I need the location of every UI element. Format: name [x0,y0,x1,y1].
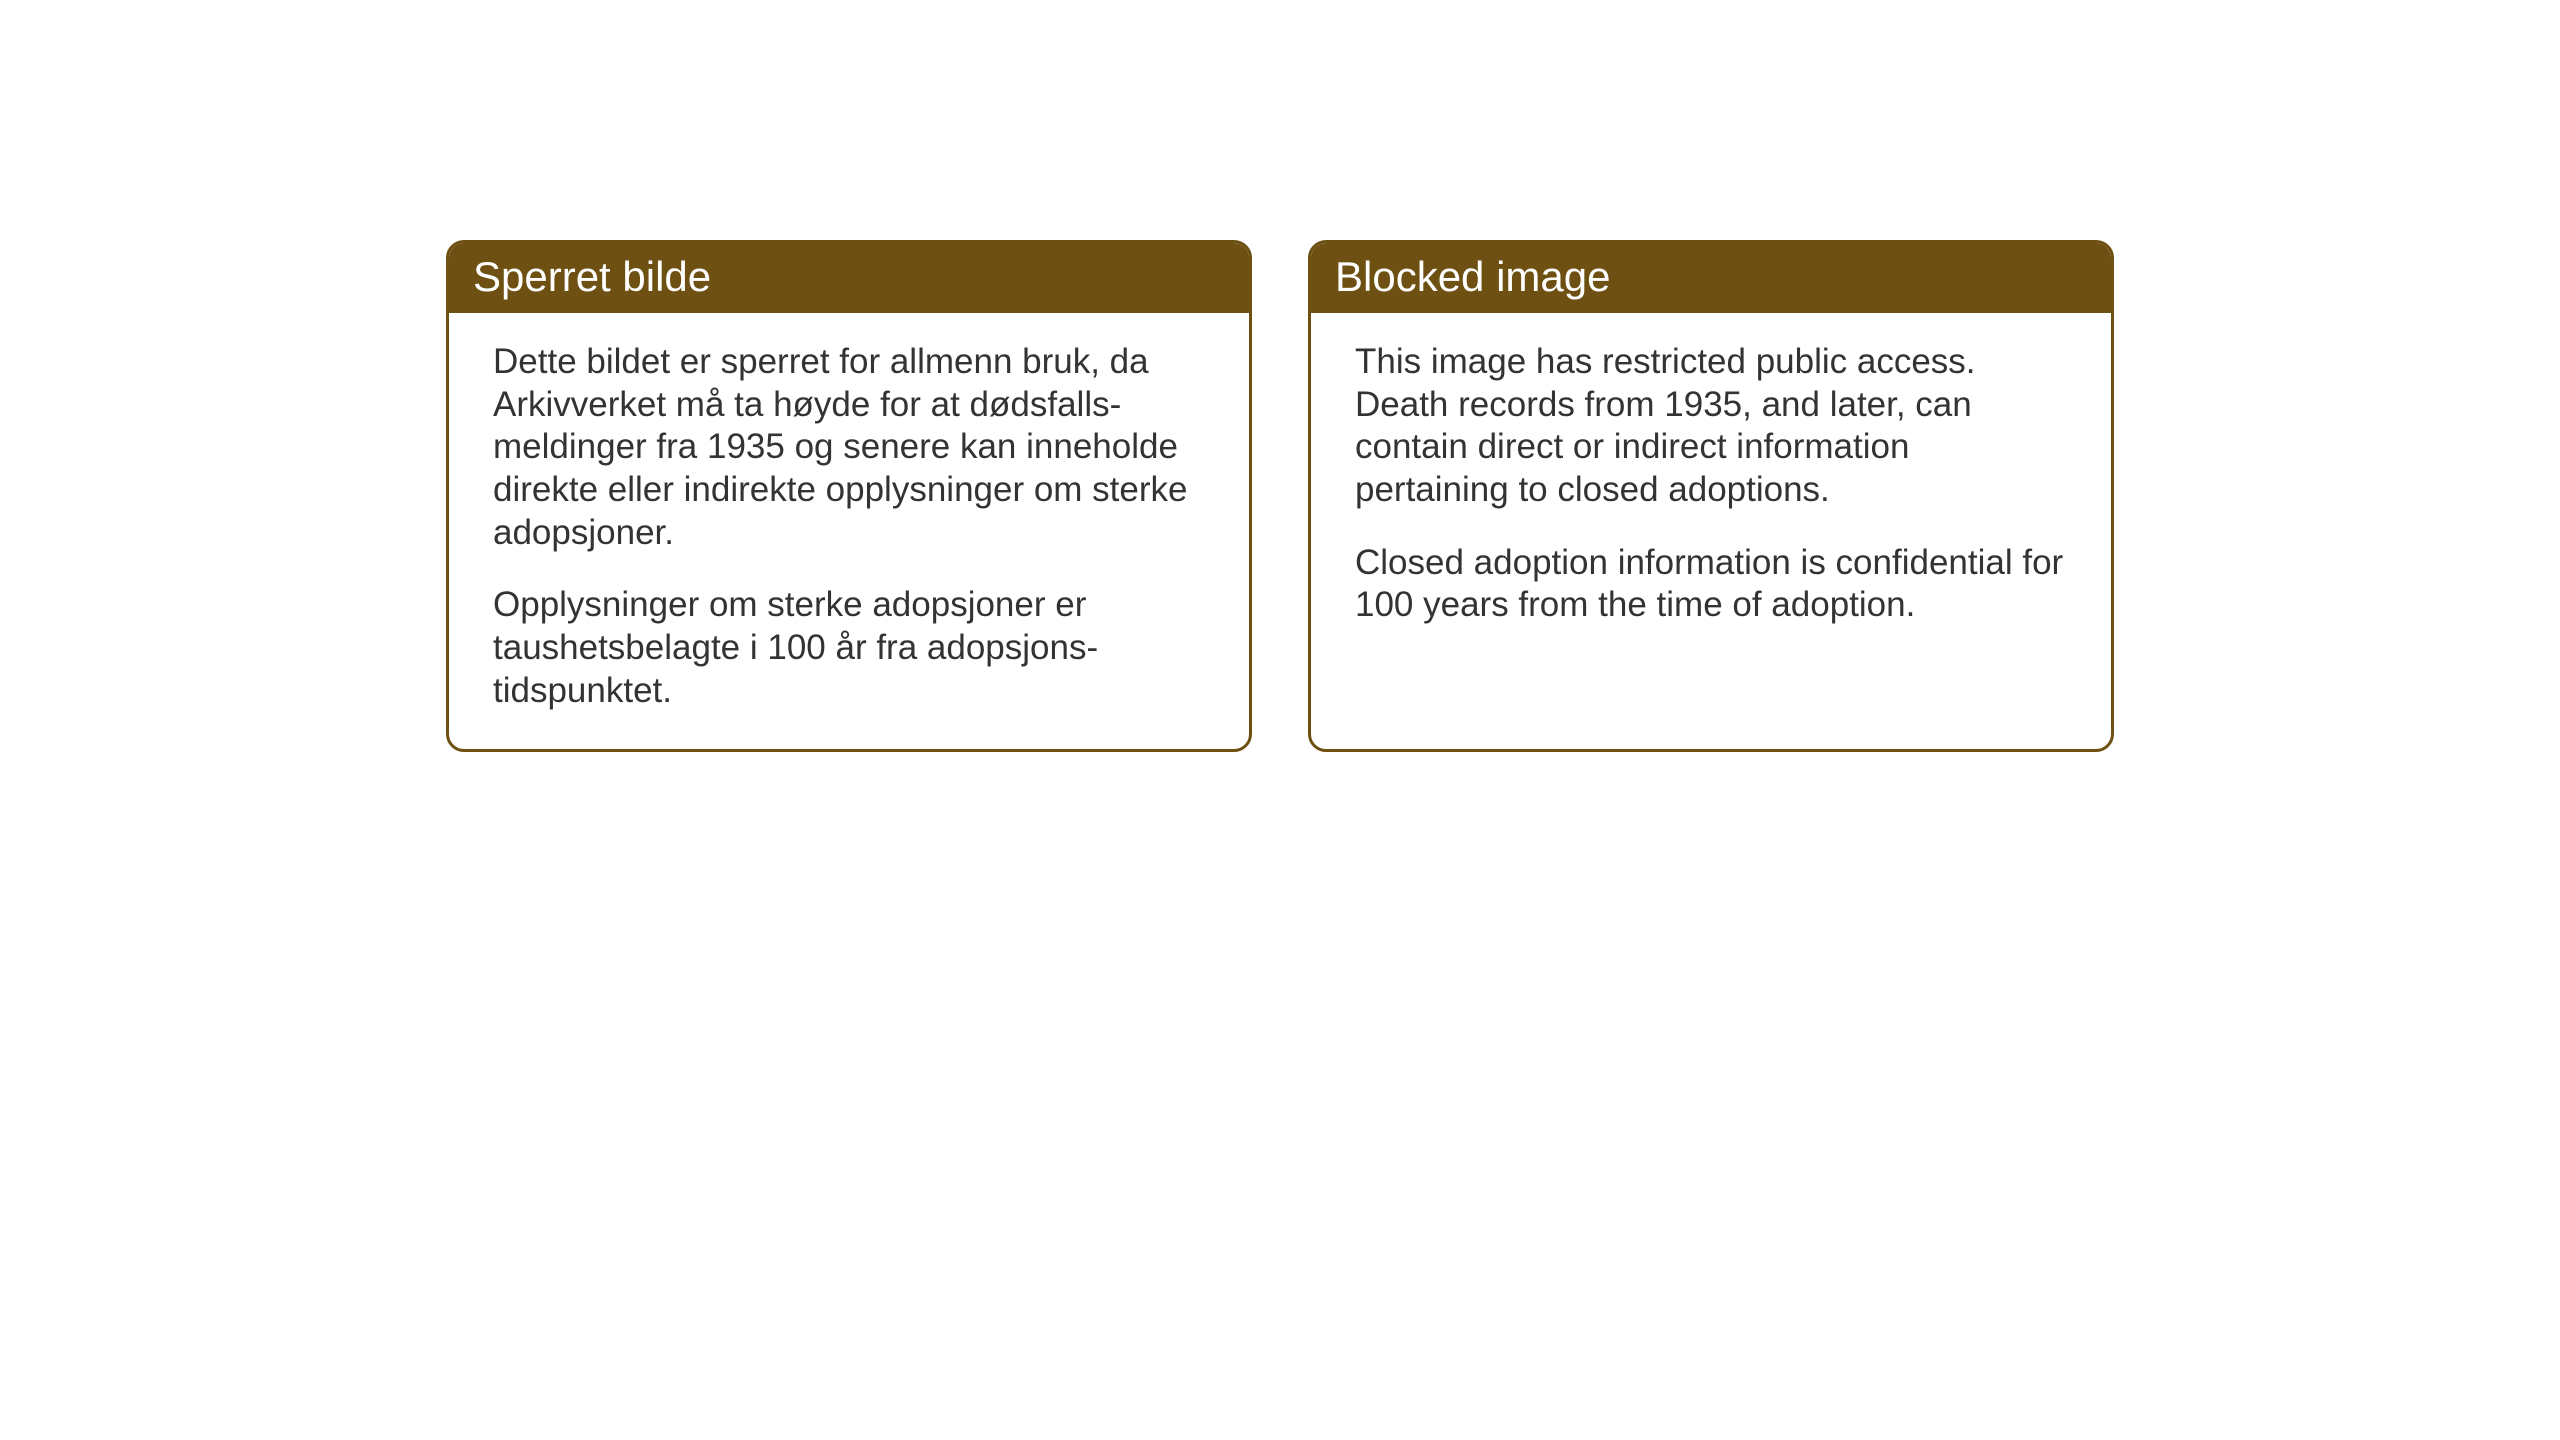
notice-container: Sperret bilde Dette bildet er sperret fo… [446,240,2114,752]
card-header-norwegian: Sperret bilde [449,243,1249,313]
card-body-norwegian: Dette bildet er sperret for allmenn bruk… [449,313,1249,749]
card-body-english: This image has restricted public access.… [1311,313,2111,663]
notice-card-norwegian: Sperret bilde Dette bildet er sperret fo… [446,240,1252,752]
paragraph-norwegian-1: Dette bildet er sperret for allmenn bruk… [493,341,1205,554]
paragraph-english-1: This image has restricted public access.… [1355,341,2067,512]
paragraph-english-2: Closed adoption information is confident… [1355,542,2067,627]
card-header-english: Blocked image [1311,243,2111,313]
paragraph-norwegian-2: Opplysninger om sterke adopsjoner er tau… [493,584,1205,712]
notice-card-english: Blocked image This image has restricted … [1308,240,2114,752]
